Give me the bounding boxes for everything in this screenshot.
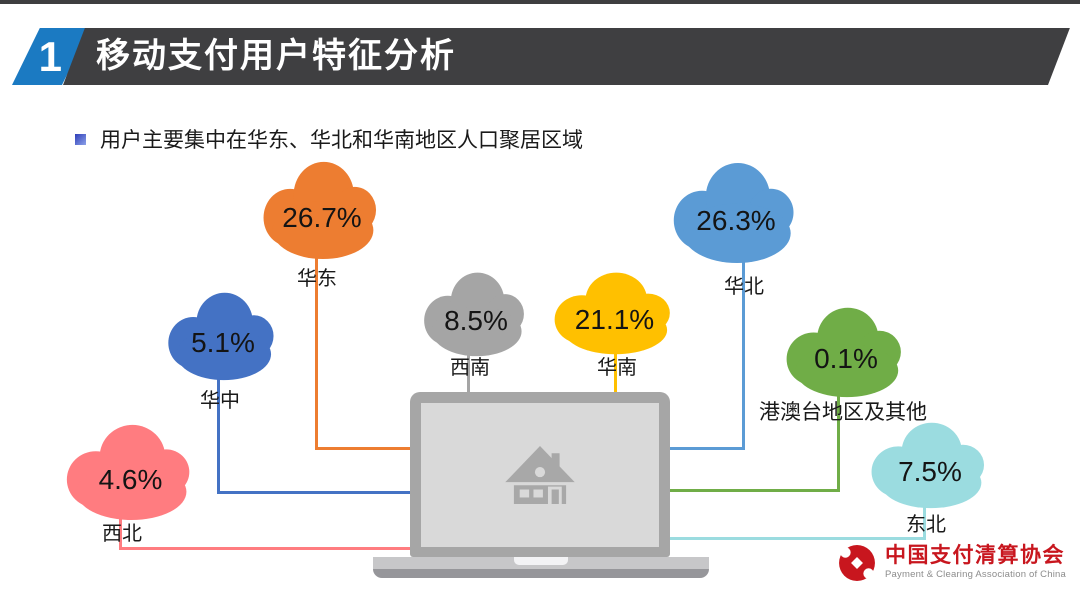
cloud-icon (673, 162, 794, 264)
connector-huazhong-vertical (217, 372, 220, 494)
connector-gangaotai-vertical (837, 390, 840, 492)
cloud-icon (263, 161, 377, 260)
region-value: 0.1% (814, 343, 878, 375)
region-cloud-gangaotai: 0.1% (783, 306, 909, 398)
top-accent-bar (0, 0, 1080, 4)
region-cloud-dongbei: 7.5% (868, 421, 992, 509)
connector-xibei-horizontal (119, 547, 413, 550)
cloud-icon (168, 292, 274, 381)
region-label-huabei: 华北 (724, 276, 764, 298)
laptop-notch (514, 557, 568, 565)
region-value: 5.1% (191, 327, 255, 359)
connector-huabei-horizontal (670, 447, 745, 450)
connector-dongbei-vertical (923, 502, 926, 540)
cloud-icon (871, 422, 985, 509)
bullet-icon (75, 133, 86, 145)
laptop-screen (410, 392, 670, 557)
connector-huadong-vertical (315, 250, 318, 450)
connector-gangaotai-horizontal (670, 489, 840, 492)
connector-huabei-vertical (742, 255, 745, 450)
cloud-icon (786, 307, 901, 398)
logo-name-cn: 中国支付清算协会 (885, 544, 1065, 567)
house-icon (505, 446, 575, 504)
region-label-xibei: 西北 (102, 523, 142, 545)
region-value: 26.3% (696, 204, 776, 236)
region-value: 4.6% (98, 463, 163, 495)
connector-xibei-vertical (119, 512, 122, 550)
region-cloud-xinan: 8.5% (421, 271, 531, 357)
region-cloud-huabei: 26.3% (670, 161, 802, 264)
cloud-icon (66, 424, 190, 521)
section-number: 1 (39, 32, 63, 80)
region-cloud-huazhong: 5.1% (165, 291, 281, 381)
laptop-base-edge (373, 569, 709, 578)
page-title: 移动支付用户特征分析 (96, 37, 456, 75)
logo-icon (839, 545, 875, 581)
logo-text: 中国支付清算协会 Payment & Clearing Association … (885, 544, 1066, 580)
region-label-huanan: 华南 (597, 357, 637, 379)
bullet-row: 用户主要集中在华东、华北和华南地区人口聚居区域 (75, 124, 583, 154)
logo-name-en: Payment & Clearing Association of China (885, 569, 1067, 580)
region-value: 26.7% (282, 202, 362, 233)
logo: 中国支付清算协会 Payment & Clearing Association … (838, 544, 1066, 582)
cloud-icon (424, 272, 524, 357)
region-value: 8.5% (444, 304, 508, 336)
region-value: 21.1% (574, 303, 655, 335)
connector-huanan-vertical (614, 348, 617, 396)
laptop-display (421, 403, 659, 547)
region-label-gangaotai: 港澳台地区及其他 (759, 400, 927, 424)
region-cloud-huadong: 26.7% (260, 160, 384, 260)
cloud-icon (554, 272, 670, 355)
region-label-huazhong: 华中 (200, 390, 240, 412)
connector-huadong-horizontal (315, 447, 412, 450)
connector-huazhong-horizontal (217, 491, 413, 494)
connector-xinan-vertical (467, 348, 470, 396)
connector-dongbei-horizontal (670, 537, 926, 540)
bullet-text: 用户主要集中在华东、华北和华南地区人口聚居区域 (100, 129, 583, 152)
region-label-xinan: 西南 (450, 357, 490, 379)
region-label-huadong: 华东 (297, 268, 337, 290)
region-label-dongbei: 东北 (906, 514, 946, 536)
region-cloud-xibei: 4.6% (63, 423, 198, 521)
region-value: 7.5% (898, 456, 962, 488)
region-cloud-huanan: 21.1% (551, 271, 678, 355)
